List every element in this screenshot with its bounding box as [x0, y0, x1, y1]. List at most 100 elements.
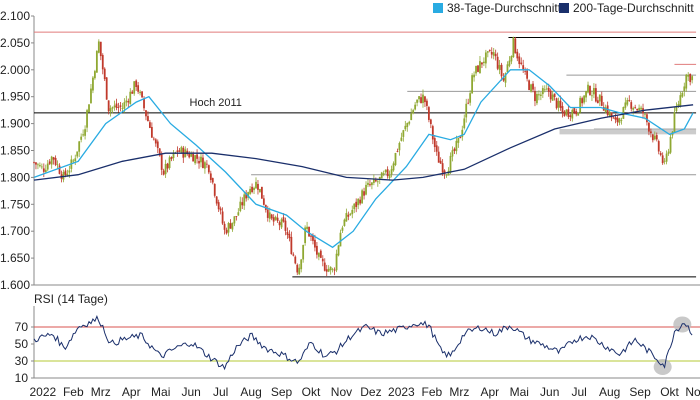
candle-body — [259, 189, 261, 192]
candle-body — [107, 100, 110, 112]
candle-body — [587, 84, 589, 93]
candle-body — [585, 91, 587, 98]
candle-body — [567, 109, 570, 117]
candle-body — [235, 216, 238, 217]
candle-body — [170, 157, 173, 160]
candle-body — [80, 136, 83, 140]
x-tick-label: Nov — [685, 385, 700, 399]
candle-body — [569, 115, 572, 117]
candle-body — [545, 88, 548, 90]
candle-body — [386, 169, 389, 177]
candle-body — [353, 203, 356, 210]
candle-body — [276, 217, 279, 222]
x-tick-label: Aug — [599, 385, 620, 399]
candle-body — [149, 122, 151, 128]
y-tick-label: 1.900 — [0, 117, 30, 131]
x-tick-label: 2023 — [388, 385, 415, 399]
candle-body — [215, 196, 218, 204]
candle-body — [78, 141, 81, 152]
candle-body — [131, 91, 134, 94]
candle-body — [429, 119, 432, 125]
candle-body — [48, 161, 51, 164]
candle-body — [543, 89, 546, 91]
candle-body — [624, 102, 627, 108]
candle-body — [260, 186, 263, 199]
candle-body — [492, 52, 495, 56]
rsi-highlight — [653, 358, 672, 375]
candle-body — [488, 50, 491, 51]
candle-body — [384, 169, 387, 173]
candle-body — [524, 71, 527, 73]
candle-body — [147, 116, 149, 122]
candle-body — [229, 223, 232, 229]
x-tick-label: Okt — [302, 385, 321, 399]
candle-body — [143, 98, 145, 109]
candle-body — [337, 245, 340, 256]
candle-body — [486, 51, 489, 53]
candle-body — [640, 107, 642, 110]
candle-body — [571, 109, 574, 119]
candle-body — [453, 148, 456, 151]
x-tick-label: Apr — [480, 385, 499, 399]
candle-body — [262, 198, 265, 205]
candle-body — [596, 100, 599, 103]
x-tick-label: Sep — [629, 385, 651, 399]
candle-body — [145, 110, 147, 117]
candle-body — [237, 212, 240, 216]
candle-body — [677, 104, 680, 107]
candle-body — [117, 107, 120, 108]
candle-body — [420, 97, 422, 104]
candle-body — [152, 138, 155, 140]
candle-body — [481, 62, 483, 65]
candle-body — [512, 37, 515, 58]
y-tick-label: 1.750 — [0, 197, 30, 211]
candle-body — [593, 88, 595, 95]
candle-body — [355, 201, 358, 207]
candle-body — [154, 139, 157, 144]
candle-body — [583, 95, 585, 103]
candle-body — [359, 199, 362, 204]
candle-body — [74, 158, 77, 162]
x-axis: 2022 Feb Mrz Apr Mai Jun Jul Aug Sep Okt Nov Dez 202… — [29, 385, 700, 399]
candle-body — [357, 198, 360, 206]
candle-body — [455, 140, 458, 152]
x-tick-label: Jul — [213, 385, 228, 399]
candle-body — [630, 102, 633, 109]
candle-body — [538, 94, 540, 96]
x-tick-label: Jun — [181, 385, 200, 399]
candle-body — [127, 101, 130, 103]
candle-body — [520, 62, 523, 64]
candle-body — [38, 165, 41, 167]
candle-body — [610, 112, 613, 118]
candle-body — [343, 219, 346, 227]
candle-body — [280, 219, 283, 228]
candle-body — [58, 165, 61, 174]
candle-body — [479, 61, 481, 74]
candle-body — [634, 106, 637, 108]
candle-body — [614, 117, 617, 120]
x-tick-label: Mrz — [91, 385, 111, 399]
candle-body — [502, 77, 505, 81]
candle-body — [477, 65, 479, 72]
y-tick-label: 2.100 — [0, 9, 30, 23]
candle-body — [44, 169, 47, 173]
rsi-line — [33, 315, 693, 371]
candle-body — [594, 88, 597, 102]
candle-body — [300, 259, 303, 270]
candle-body — [233, 216, 236, 224]
candle-body — [327, 268, 330, 272]
candle-body — [221, 211, 224, 224]
candle-body — [681, 92, 684, 97]
candle-body — [412, 110, 415, 114]
candle-body — [176, 150, 179, 152]
candle-body — [54, 157, 57, 165]
candle-body — [622, 107, 625, 119]
candle-body — [606, 105, 609, 115]
candle-body — [270, 214, 273, 219]
candle-body — [469, 93, 472, 103]
x-tick-label: Mai — [151, 385, 170, 399]
candle-body — [579, 97, 582, 113]
candle-body — [72, 160, 75, 162]
candle-body — [95, 50, 98, 73]
candle-body — [180, 147, 183, 153]
